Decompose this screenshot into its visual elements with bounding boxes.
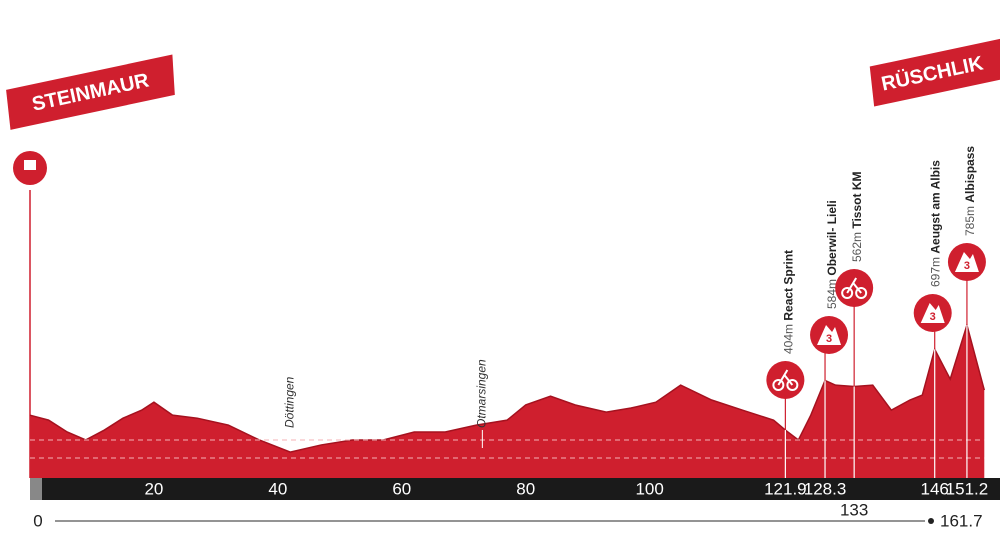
annotation-name: Aeugst am Albis <box>929 160 943 254</box>
bike-frame <box>777 369 794 386</box>
bike-frame <box>846 277 862 294</box>
bike-wheel <box>786 379 799 391</box>
annotation-elevation: 404m <box>782 324 796 354</box>
climb-mountain <box>817 325 842 345</box>
bar-start <box>30 478 42 500</box>
annotation-label: 785m Albispass <box>963 146 977 236</box>
finish-banner: RÜSCHLIK <box>869 37 1000 107</box>
x-tick-label: 146 <box>921 479 949 498</box>
annotation-label: 697m Aeugst am Albis <box>929 160 943 287</box>
annotation-label: 404m React Sprint <box>782 250 796 354</box>
climb-mountain <box>954 252 979 272</box>
annotation-name: Oberwil- Lieli <box>825 200 839 275</box>
bike-wheel <box>855 287 868 299</box>
total-km: 161.7 <box>940 511 983 530</box>
bike-wheel <box>772 379 785 391</box>
annotation-icon <box>835 269 874 307</box>
climb-category: 3 <box>964 260 970 272</box>
annotation-elevation: 785m <box>963 206 977 236</box>
annotation-elevation: 697m <box>929 257 943 287</box>
x-tick-label: 100 <box>635 479 663 498</box>
annotation-elevation: 562m <box>850 232 864 262</box>
annotation-name: React Sprint <box>782 250 796 321</box>
banner-shape <box>6 54 175 130</box>
x-tick-label: 60 <box>392 479 411 498</box>
start-km: 0 <box>33 511 42 530</box>
x-tick-label: 20 <box>144 479 163 498</box>
x-tick-label: 128.3 <box>804 479 847 498</box>
town-label: Otmarsingen <box>475 359 489 428</box>
banner-shape <box>869 37 1000 107</box>
x-tick-label: 40 <box>268 479 287 498</box>
bike-wheel <box>841 287 854 299</box>
annotation-name: Albispass <box>963 146 977 203</box>
total-dot <box>928 518 934 524</box>
annotation-label: 562m Tissot KM <box>850 172 864 263</box>
climb-category: 3 <box>930 311 936 323</box>
elevation-line <box>29 322 986 453</box>
x-tick-label: 80 <box>516 479 535 498</box>
town-label: Döttingen <box>282 376 296 428</box>
x-tick-label: 121.9 <box>764 479 807 498</box>
x-tick-label: 133 <box>840 500 868 519</box>
annotation-icon <box>766 361 805 399</box>
start-banner: STEINMAUR <box>6 54 175 130</box>
flag <box>24 160 36 170</box>
distance-bar <box>30 478 1000 500</box>
climb-category: 3 <box>826 333 832 345</box>
annotation-name: Tissot KM <box>850 172 864 229</box>
climb-mountain <box>920 303 945 323</box>
x-tick-label: 151.2 <box>946 479 989 498</box>
